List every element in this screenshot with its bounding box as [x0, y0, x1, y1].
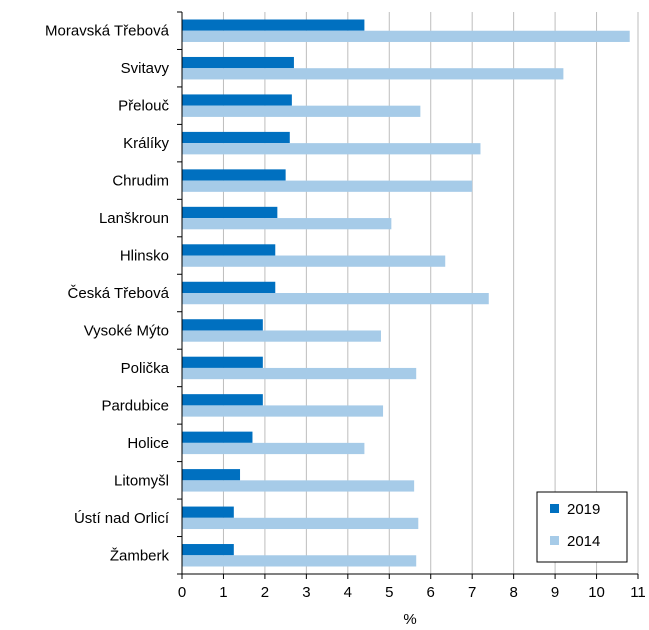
labels: 0 1 2 3 4 5 6 7 8 9 10 11 Moravská Třebová Svitavy Pře… [45, 23, 646, 601]
bar-2019-8 [182, 319, 263, 331]
category-label-10: Pardubice [101, 397, 169, 414]
bar-2019-6 [182, 244, 276, 256]
legend-swatch-2019 [550, 504, 559, 513]
axes [177, 11, 639, 579]
x-tick-label-4: 4 [344, 584, 352, 601]
bar-2014-10 [182, 405, 384, 417]
bar-2014-3 [182, 143, 481, 155]
category-label-14: Žamberk [110, 547, 170, 564]
x-tick-label-2: 2 [261, 584, 269, 601]
x-tick-label-1: 1 [219, 584, 227, 601]
bar-2019-7 [182, 281, 276, 293]
bar-2014-13 [182, 517, 419, 530]
bars [182, 19, 630, 567]
category-label-13: Ústí nad Orlicí [74, 510, 170, 527]
bar-2014-7 [182, 293, 489, 305]
category-label-2: Přelouč [118, 98, 169, 115]
legend-label-2014: 2014 [567, 533, 600, 550]
x-tick-label-9: 9 [551, 584, 559, 601]
x-tick-label-7: 7 [468, 584, 476, 601]
x-tick-label-0: 0 [178, 584, 186, 601]
category-label-11: Holice [127, 435, 169, 452]
category-label-3: Králíky [123, 135, 169, 152]
x-tick-label-5: 5 [385, 584, 393, 601]
category-label-4: Chrudim [112, 173, 169, 190]
bar-2014-0 [182, 30, 630, 42]
bar-2019-4 [182, 169, 286, 181]
legend-swatch-2014 [550, 536, 559, 545]
bar-2019-1 [182, 56, 294, 69]
category-label-7: Česká Třebová [68, 285, 170, 302]
x-tick-label-8: 8 [509, 584, 517, 601]
category-label-12: Litomyšl [114, 472, 169, 489]
legend-box [536, 491, 628, 563]
x-tick-label-10: 10 [588, 584, 605, 601]
legend-label-2019: 2019 [567, 501, 600, 518]
bar-2014-1 [182, 68, 564, 80]
category-label-1: Svitavy [121, 60, 170, 77]
bar-2019-14 [182, 544, 234, 556]
x-tick-label-3: 3 [302, 584, 310, 601]
bar-2014-11 [182, 442, 365, 455]
category-label-6: Hlinsko [120, 248, 169, 265]
x-axis-title: % [403, 611, 416, 628]
legend: 2019 2014 [536, 491, 628, 563]
category-label-9: Polička [121, 360, 170, 377]
bar-2014-5 [182, 218, 392, 230]
bar-2014-6 [182, 255, 446, 267]
bar-2014-8 [182, 330, 381, 342]
bar-2019-13 [182, 506, 234, 518]
bar-2019-10 [182, 394, 263, 406]
bar-2019-11 [182, 431, 253, 443]
bar-2019-5 [182, 206, 278, 219]
bar-2014-12 [182, 480, 415, 492]
bar-2019-2 [182, 94, 292, 106]
bar-2019-0 [182, 19, 365, 31]
bar-2019-12 [182, 469, 241, 481]
category-label-8: Vysoké Mýto [84, 322, 169, 339]
x-tick-label-6: 6 [427, 584, 435, 601]
bar-2014-2 [182, 105, 421, 117]
x-tick-label-11: 11 [630, 584, 646, 601]
bar-2019-3 [182, 131, 290, 144]
category-label-0: Moravská Třebová [45, 23, 170, 40]
bar-2014-14 [182, 555, 417, 567]
bar-2014-4 [182, 180, 473, 192]
bar-2014-9 [182, 367, 417, 380]
bar-2019-9 [182, 356, 263, 368]
category-label-5: Lanškroun [99, 210, 169, 227]
